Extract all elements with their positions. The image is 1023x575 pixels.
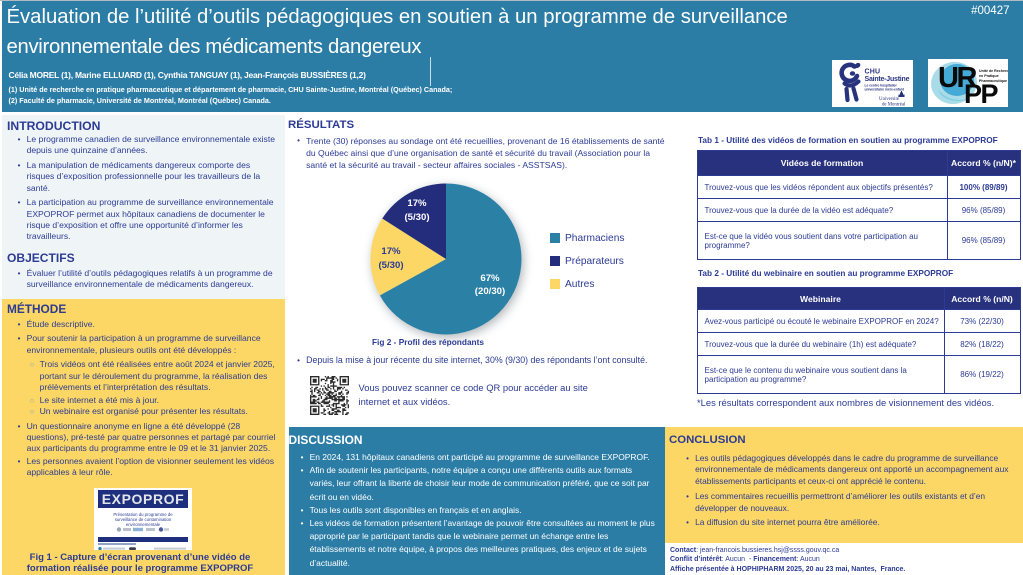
svg-text:CHU: CHU [865,68,881,75]
svg-text:UR: UR [938,62,977,94]
svg-text:en Pratique: en Pratique [979,74,999,78]
svg-text:Unité de Recherche: Unité de Recherche [979,69,1008,73]
svg-text:PP: PP [964,79,999,107]
svg-text:universitaire mère-enfant: universitaire mère-enfant [865,87,905,91]
svg-text:Université: Université [879,97,899,102]
svg-text:Le centre hospitalier: Le centre hospitalier [865,83,898,87]
svg-text:Sainte-Justine: Sainte-Justine [865,76,910,83]
svg-text:de Montréal: de Montréal [882,102,906,107]
svg-text:Pharmaceutique: Pharmaceutique [979,79,1007,83]
